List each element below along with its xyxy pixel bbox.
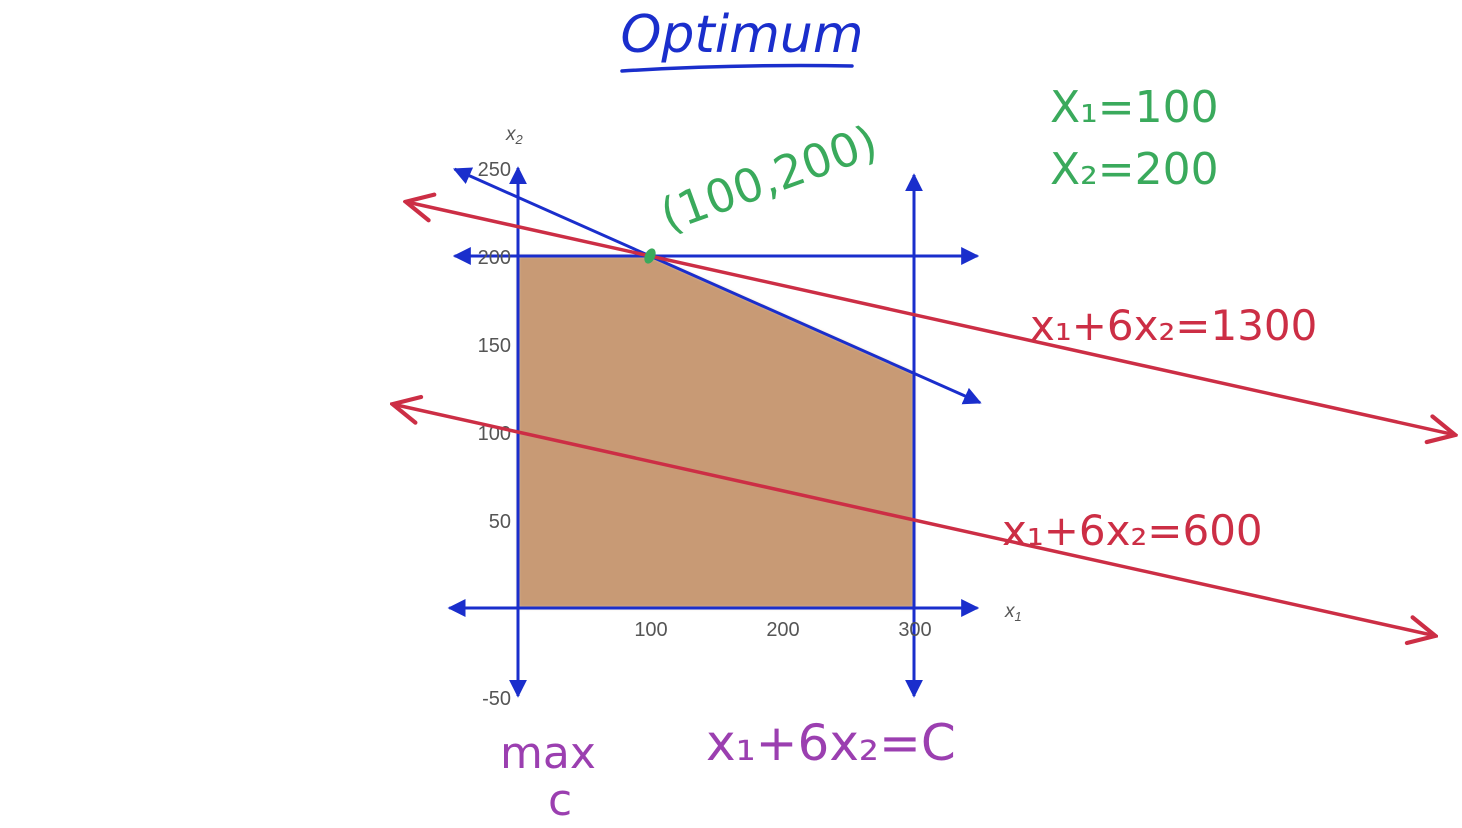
x-tick-300: 300 bbox=[898, 619, 931, 641]
x2-axis-label: x2 bbox=[505, 124, 524, 147]
optimum-label: (100,200) bbox=[653, 114, 884, 242]
y-tick-50: 50 bbox=[489, 511, 511, 533]
max-variable: c bbox=[548, 775, 572, 826]
optimum-point bbox=[644, 248, 656, 264]
x-tick-100: 100 bbox=[634, 619, 667, 641]
y-tick-200: 200 bbox=[478, 247, 511, 269]
y-tick-150: 150 bbox=[478, 335, 511, 357]
objective-label-600: x₁+6x₂=600 bbox=[1002, 506, 1263, 555]
x1-axis-label: x1 bbox=[1004, 601, 1022, 624]
y-tick-neg50: -50 bbox=[482, 688, 511, 710]
objective-general-label: x₁+6x₂=C bbox=[706, 714, 956, 772]
max-word: max bbox=[500, 728, 596, 779]
title-underline bbox=[620, 63, 854, 73]
page-title: Optimum bbox=[620, 5, 863, 65]
solution-x1: X₁=100 bbox=[1050, 82, 1219, 133]
solution-x2: X₂=200 bbox=[1050, 144, 1219, 195]
y-tick-250: 250 bbox=[478, 159, 511, 181]
feasible-region bbox=[518, 256, 914, 608]
objective-line-600 bbox=[393, 404, 1436, 636]
objective-label-1300: x₁+6x₂=1300 bbox=[1030, 301, 1317, 350]
x-tick-200: 200 bbox=[766, 619, 799, 641]
